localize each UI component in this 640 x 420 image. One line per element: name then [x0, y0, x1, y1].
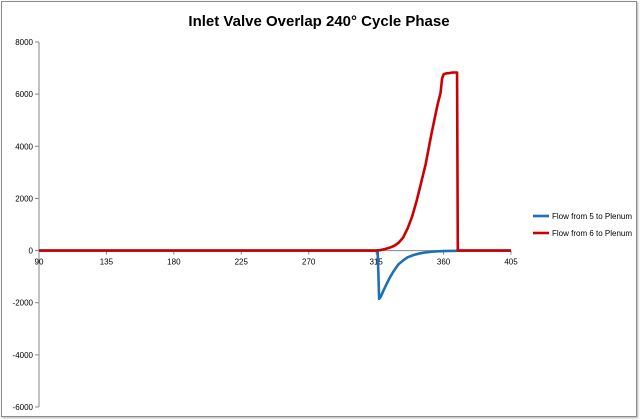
legend-label: Flow from 5 to Plenum	[552, 212, 632, 221]
y-tick-label: 2000	[15, 194, 33, 203]
y-tick-label: -2000	[13, 299, 34, 308]
x-tick-label: 90	[35, 258, 44, 267]
x-tick-label: 315	[369, 258, 383, 267]
y-tick-label: 0	[29, 247, 34, 256]
series-lines	[39, 71, 511, 301]
axes: -6000 -4000 -2000 0 2000 4000 6000 8000 90 135 180…	[13, 38, 519, 412]
x-tick-label: 405	[504, 258, 518, 267]
series-line-1	[39, 249, 511, 301]
legend: Flow from 5 to Plenum Flow from 6 to Plen…	[533, 212, 632, 238]
y-tick-label: -4000	[13, 351, 34, 360]
x-tick-label: 135	[100, 258, 114, 267]
x-tick-label: 225	[235, 258, 249, 267]
x-tick-label: 180	[167, 258, 181, 267]
y-tick-label: 4000	[15, 142, 33, 151]
x-tick-label: 270	[302, 258, 316, 267]
y-tick-label: 8000	[15, 38, 33, 47]
series-line-2	[39, 71, 511, 252]
legend-label: Flow from 6 to Plenum	[552, 229, 632, 238]
chart-title: Inlet Valve Overlap 240° Cycle Phase	[188, 13, 449, 30]
y-tick-label: 6000	[15, 90, 33, 99]
x-tick-label: 360	[437, 258, 451, 267]
y-tick-label: -6000	[13, 403, 34, 412]
